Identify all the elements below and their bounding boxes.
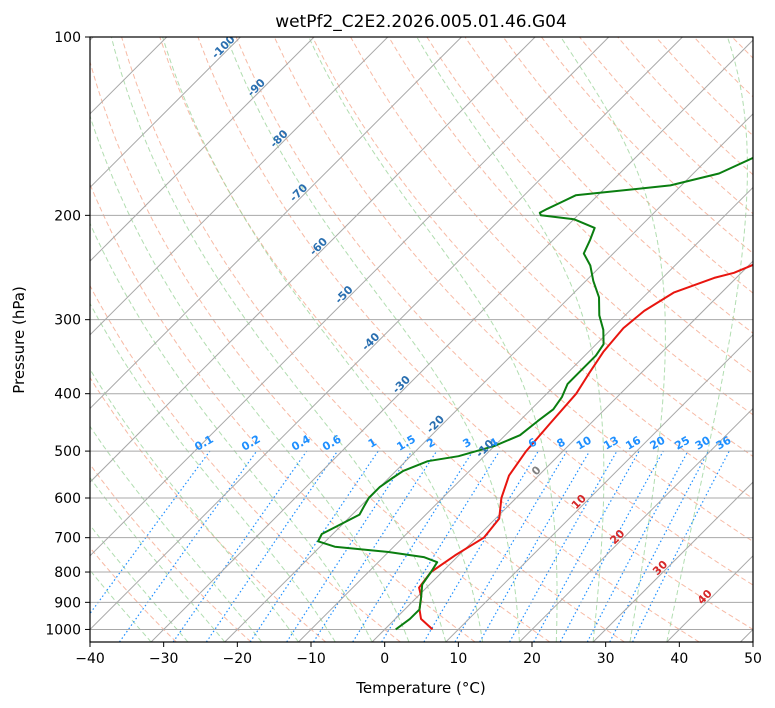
mixing-ratio-lines — [90, 450, 730, 642]
dry-adiabat — [90, 60, 551, 642]
isotherm-line — [90, 37, 610, 557]
isotherm-line — [371, 260, 753, 642]
mixing-ratio-line — [249, 450, 379, 642]
dry-adiabat — [159, 37, 700, 642]
dry-adiabat — [235, 37, 753, 586]
moist-adiabat — [416, 37, 605, 642]
y-tick-label: 100 — [54, 30, 81, 46]
dry-adiabat — [388, 37, 753, 416]
mixing-ratio-line — [533, 450, 640, 642]
profiles — [317, 156, 753, 631]
moist-adiabats — [90, 37, 748, 642]
x-axis-label: Temperature (°C) — [355, 679, 485, 697]
y-tick-label: 200 — [54, 208, 81, 224]
moist-adiabat — [560, 37, 666, 642]
mixing-ratio-line — [172, 450, 308, 642]
x-tick-label: −40 — [75, 651, 105, 667]
x-tick-label: 50 — [744, 651, 762, 667]
moist-adiabat — [162, 37, 484, 642]
mixing-ratio-line — [90, 450, 211, 615]
dry-adiabat — [90, 546, 177, 642]
isotherm-line — [150, 39, 753, 642]
y-tick-label: 500 — [54, 444, 81, 460]
y-tick-label: 700 — [54, 531, 81, 547]
dry-adiabat — [90, 376, 327, 642]
dry-adiabat — [311, 37, 753, 500]
mixing-ratio-line — [632, 450, 730, 642]
isotherm-line — [224, 113, 753, 642]
isotherm-line — [519, 407, 753, 642]
moist-adiabat — [226, 37, 520, 642]
mixing-ratio-line — [381, 450, 501, 642]
moist-adiabat — [90, 222, 373, 642]
isotherm-line — [90, 37, 241, 189]
isotherm-line — [298, 186, 753, 642]
skewed-isotherms — [90, 37, 753, 642]
isotherm-line — [445, 334, 753, 642]
isotherm-line — [90, 37, 462, 410]
plot-frame — [89, 36, 754, 643]
mixing-ratio-line — [352, 450, 474, 642]
temperature-line — [418, 263, 753, 631]
mixing-ratio-line — [312, 450, 438, 642]
x-tick-label: 10 — [449, 651, 467, 667]
mixing-ratio-line — [559, 450, 664, 642]
x-tick-label: −10 — [296, 651, 326, 667]
dry-adiabat — [197, 37, 753, 630]
isotherm-line — [90, 37, 683, 631]
y-tick-label: 400 — [54, 387, 81, 403]
dry-adiabat — [121, 37, 625, 642]
isotherm-line — [592, 481, 753, 642]
dry-adiabat — [426, 37, 753, 375]
y-axis: 100 200 300 400 500 600 700 800 900 1000 — [45, 30, 90, 638]
mixing-ratio-line — [205, 450, 338, 642]
y-tick-label: 800 — [54, 565, 81, 581]
moist-adiabat — [666, 37, 748, 642]
moist-adiabat — [90, 302, 336, 642]
x-tick-label: 30 — [597, 651, 615, 667]
y-tick-label: 600 — [54, 491, 81, 507]
x-tick-label: −20 — [223, 651, 253, 667]
y-tick-label: 900 — [54, 595, 81, 611]
y-tick-label: 1000 — [45, 622, 81, 638]
mixing-ratio-line — [286, 450, 413, 642]
x-tick-label: 20 — [523, 651, 541, 667]
chart-title: wetPf2_C2E2.2026.005.01.46.G04 — [275, 12, 567, 32]
x-axis: −40 −30 −20 −10 0 10 20 30 40 50 — [75, 642, 762, 667]
x-tick-label: 40 — [670, 651, 688, 667]
isotherm-line — [90, 37, 389, 336]
x-tick-label: −30 — [149, 651, 179, 667]
isotherm-line — [90, 37, 536, 483]
x-tick-label: 0 — [380, 651, 389, 667]
mixing-ratio-line — [509, 450, 618, 642]
moist-adiabat — [308, 37, 558, 642]
y-axis-label: Pressure (hPa) — [10, 286, 28, 394]
dry-adiabats — [90, 37, 753, 642]
y-tick-label: 300 — [54, 313, 81, 329]
dry-adiabat — [90, 463, 252, 642]
isotherm-line — [90, 37, 315, 262]
mixing-ratio-line — [119, 450, 258, 642]
dewpoint-line — [317, 156, 753, 631]
pressure-gridlines — [90, 37, 753, 630]
moist-adiabat — [110, 37, 447, 642]
moist-adiabat — [90, 476, 226, 642]
moist-adiabat — [90, 425, 262, 642]
